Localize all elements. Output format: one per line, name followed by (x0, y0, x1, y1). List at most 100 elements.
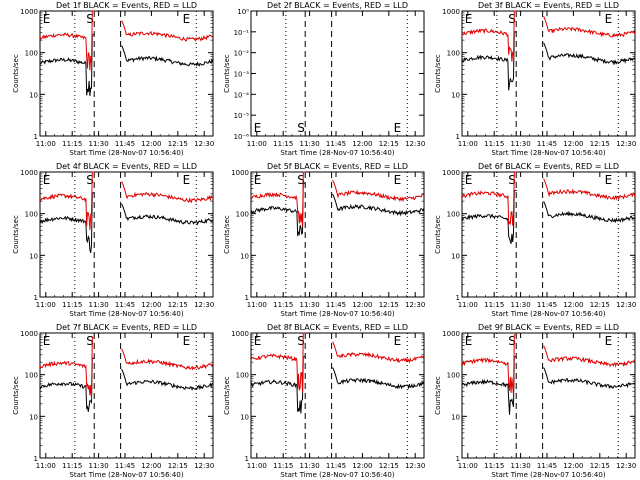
x-tick-label: 12:15 (379, 462, 399, 470)
y-tick-label: 10⁻³ (234, 71, 250, 79)
x-tick-label: 11:15 (484, 301, 504, 309)
y-tick-label: 100 (447, 372, 460, 380)
marker-e-end: E (394, 121, 402, 135)
x-tick-label: 11:00 (247, 301, 267, 309)
panel-title: Det 1f BLACK = Events, RED = LLD (56, 1, 197, 10)
marker-e-start: E (43, 173, 51, 187)
marker-e-start: E (465, 334, 473, 348)
panel-title: Det 6f BLACK = Events, RED = LLD (478, 162, 619, 171)
x-tick-label: 11:00 (36, 462, 56, 470)
panel-det-8: Det 8f BLACK = Events, RED = LLD 11:00 11:… (223, 323, 425, 479)
y-tick-label: 1 (245, 455, 249, 463)
x-tick-label: 11:00 (458, 140, 478, 148)
x-tick-label: 11:30 (511, 301, 531, 309)
y-tick-label: 1 (456, 455, 460, 463)
x-tick-label: 12:15 (168, 462, 188, 470)
x-tick-label: 11:45 (326, 462, 346, 470)
y-tick-label: 1000 (20, 169, 38, 177)
plot-frame (39, 171, 214, 298)
x-tick-label: 11:15 (273, 462, 293, 470)
events-line-pre (461, 31, 517, 91)
y-tick-label: 10 (451, 413, 460, 421)
x-tick-label: 12:15 (590, 462, 610, 470)
x-tick-label: 12:00 (141, 301, 161, 309)
events-line-post (543, 42, 635, 66)
events-line-pre (39, 357, 95, 412)
lld-line-post (121, 181, 213, 204)
x-axis-label: Start Time (28-Nov-07 10:56:40) (491, 149, 605, 157)
y-tick-label: 100 (25, 211, 38, 219)
marker-s: S (86, 173, 94, 187)
x-tick-label: 12:00 (563, 462, 583, 470)
plot-frame (461, 332, 636, 459)
lld-line-post (543, 16, 636, 38)
lld-line-post (332, 341, 425, 364)
y-axis-label: Counts/sec (434, 376, 442, 415)
x-tick-label: 12:00 (563, 301, 583, 309)
panel-det-6: Det 6f BLACK = Events, RED = LLD 11:00 11:… (434, 162, 636, 318)
x-tick-label: 11:00 (36, 140, 56, 148)
lld-line-pre (39, 337, 95, 399)
x-tick-label: 12:00 (141, 462, 161, 470)
y-tick-label: 10⁰ (237, 8, 249, 16)
x-tick-label: 12:30 (194, 301, 214, 309)
y-tick-label: 1 (456, 133, 460, 141)
marker-e-start: E (43, 12, 51, 26)
x-tick-label: 11:30 (89, 462, 109, 470)
marker-e-start: E (254, 334, 262, 348)
y-tick-label: 10 (29, 413, 38, 421)
x-axis-label: Start Time (28-Nov-07 10:56:40) (491, 310, 605, 318)
marker-s: S (86, 334, 94, 348)
marker-s: S (508, 334, 516, 348)
x-tick-label: 11:45 (537, 462, 557, 470)
events-line-post (543, 201, 635, 224)
lld-line-pre (461, 171, 517, 226)
marker-e-start: E (465, 173, 473, 187)
events-line-post (121, 203, 213, 226)
lld-line-pre (250, 171, 306, 227)
x-tick-label: 12:30 (616, 462, 636, 470)
x-tick-label: 11:00 (458, 301, 478, 309)
x-tick-label: 12:30 (194, 140, 214, 148)
marker-s: S (297, 173, 305, 187)
panel-title: Det 9f BLACK = Events, RED = LLD (478, 323, 619, 332)
marker-e-end: E (183, 12, 191, 26)
x-axis-label: Start Time (28-Nov-07 10:56:40) (280, 310, 394, 318)
plot-frame (39, 10, 214, 137)
x-tick-label: 11:15 (62, 462, 82, 470)
y-tick-label: 10⁻⁶ (234, 133, 250, 141)
y-tick-label: 1000 (442, 169, 460, 177)
x-tick-label: 12:00 (352, 462, 372, 470)
y-axis-label: Counts/sec (223, 215, 231, 254)
x-tick-label: 11:45 (115, 462, 135, 470)
y-tick-label: 10 (240, 413, 249, 421)
marker-e-start: E (254, 121, 262, 135)
panel-det-4: Det 4f BLACK = Events, RED = LLD 11:00 11:… (12, 162, 214, 318)
marker-e-end: E (394, 173, 402, 187)
x-tick-label: 11:15 (62, 140, 82, 148)
panel-det-1: Det 1f BLACK = Events, RED = LLD 11:00 11:… (12, 1, 214, 157)
y-axis-label: Counts/sec (12, 376, 20, 415)
marker-s: S (508, 173, 516, 187)
panel-det-7: Det 7f BLACK = Events, RED = LLD 11:00 11:… (12, 323, 214, 479)
lld-line-post (543, 345, 636, 368)
x-tick-label: 12:30 (405, 140, 425, 148)
y-tick-label: 100 (236, 211, 249, 219)
panel-title: Det 3f BLACK = Events, RED = LLD (478, 1, 619, 10)
marker-s: S (508, 12, 516, 26)
lld-line-pre (461, 334, 517, 396)
x-tick-label: 12:30 (194, 462, 214, 470)
marker-s: S (297, 121, 305, 135)
plot-frame (461, 171, 636, 298)
x-tick-label: 11:15 (273, 140, 293, 148)
y-axis-label: Counts/sec (223, 376, 231, 415)
lld-line-pre (39, 171, 95, 230)
x-tick-label: 12:15 (590, 140, 610, 148)
panel-det-2: Det 2f BLACK = Events, RED = LLD 11:00 11:… (223, 1, 425, 157)
lld-line-post (332, 179, 424, 203)
events-line-post (121, 368, 214, 392)
events-line-pre (39, 34, 95, 97)
panel-title: Det 7f BLACK = Events, RED = LLD (56, 323, 197, 332)
events-line-post (332, 193, 425, 217)
events-line-post (332, 367, 425, 390)
